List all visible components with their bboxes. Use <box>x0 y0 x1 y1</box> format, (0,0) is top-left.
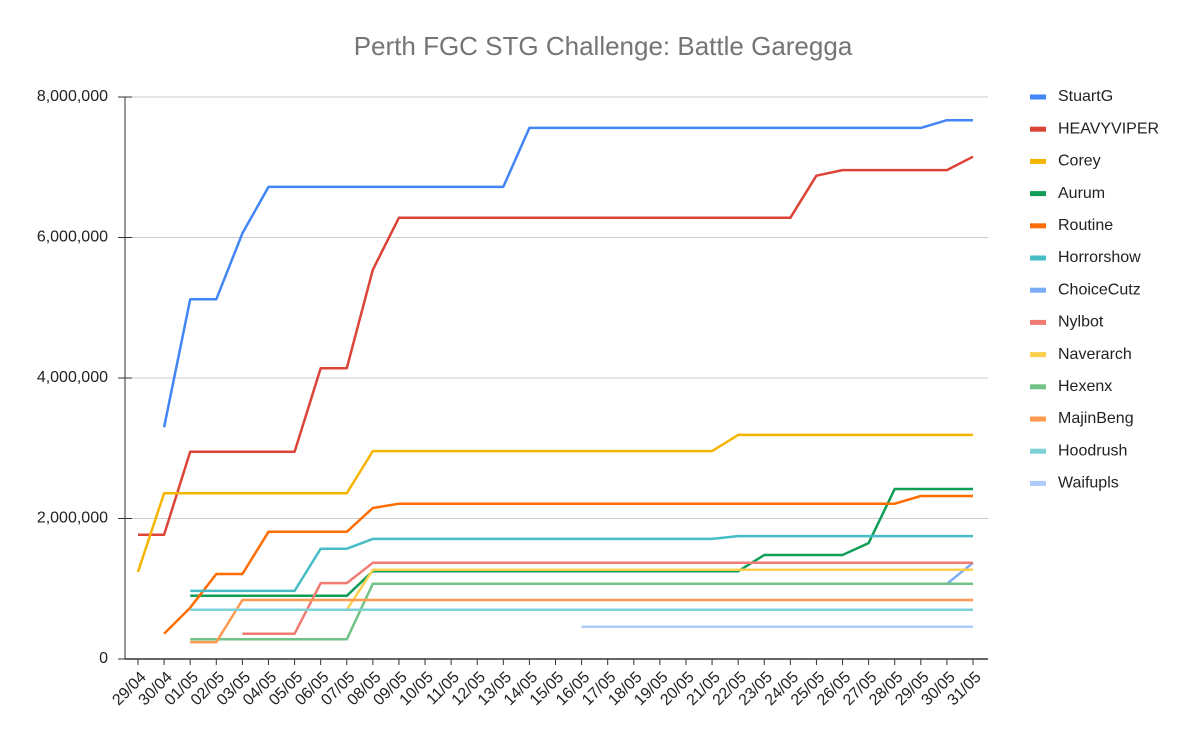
legend-label: Waifupls <box>1058 475 1119 492</box>
legend-label: Aurum <box>1058 185 1105 202</box>
legend-label: HEAVYVIPER <box>1058 120 1159 137</box>
series-line <box>946 561 974 585</box>
legend-label: Routine <box>1058 217 1113 234</box>
series-line <box>162 118 973 428</box>
y-tick-label: 0 <box>99 650 108 667</box>
y-tick-label: 4,000,000 <box>37 369 108 386</box>
series-line <box>190 582 973 641</box>
legend-label: ChoiceCutz <box>1058 281 1141 298</box>
y-tick-label: 2,000,000 <box>37 510 108 527</box>
series-line <box>163 494 973 635</box>
series-line <box>190 487 973 598</box>
legend-label: Nylbot <box>1058 314 1104 331</box>
series-line <box>242 568 973 612</box>
legend-label: Naverarch <box>1058 346 1132 363</box>
legend-label: Hexenx <box>1058 378 1112 395</box>
y-tick-label: 6,000,000 <box>37 229 108 246</box>
series-line <box>190 534 973 593</box>
legend-label: StuartG <box>1058 88 1113 105</box>
series-line <box>138 155 974 536</box>
series-line <box>242 561 973 635</box>
legend-label: Hoodrush <box>1058 442 1127 459</box>
y-tick-label: 8,000,000 <box>37 88 108 105</box>
legend-label: MajinBeng <box>1058 410 1134 427</box>
series-line <box>190 598 973 644</box>
legend-label: Corey <box>1058 153 1101 170</box>
series-line <box>136 433 973 573</box>
legend-label: Horrorshow <box>1058 249 1141 266</box>
chart-title: Perth FGC STG Challenge: Battle Garegga <box>354 31 853 61</box>
